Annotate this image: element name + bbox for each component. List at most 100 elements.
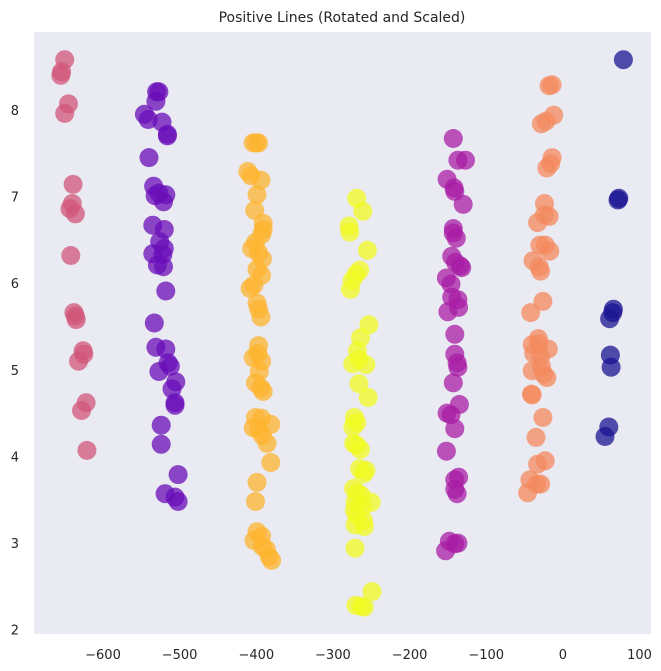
scatter-point-s3-38 [362,582,382,602]
scatter-point-s3-4 [357,240,377,260]
scatter-point-s0-5 [63,174,83,194]
scatter-point-s0-4 [55,103,75,123]
scatter-point-s5-7 [537,158,557,178]
scatter-point-s2-5 [251,170,271,190]
scatter-point-s1-28 [149,362,169,381]
y-tick-label: 6 [11,277,19,292]
scatter-point-s1-2 [146,91,166,111]
scatter-point-s5-29 [537,368,557,388]
y-tick-label: 2 [11,624,19,639]
scatter-point-s3-25 [354,464,374,484]
y-tick-label: 7 [11,191,19,206]
scatter-point-s5-35 [528,454,548,474]
scatter-point-s1-32 [165,395,185,415]
scatter-point-s1-21 [154,257,173,277]
scatter-point-s4-9 [446,228,466,248]
scatter-point-s3-3 [340,222,360,242]
scatter-point-s3-41 [354,597,374,617]
scatter-point-s1-33 [151,415,171,435]
points-layer [51,50,633,617]
scatter-point-s4-13 [452,258,472,278]
scatter-point-s2-36 [257,433,277,453]
scatter-point-s5-11 [539,207,559,226]
scatter-point-s6-0 [613,50,633,70]
x-tick-label: −100 [468,648,504,663]
scatter-point-s0-18 [77,440,97,460]
scatter-point-s1-34 [151,434,171,454]
scatter-point-s2-6 [247,185,267,205]
scatter-point-s4-33 [447,484,467,504]
scatter-point-s3-22 [351,440,370,459]
scatter-point-s1-8 [139,148,159,168]
scatter-point-s4-0 [443,129,463,148]
scatter-point-s4-28 [445,419,465,439]
scatter-point-s4-29 [436,441,456,461]
x-tick-label: −200 [392,648,428,663]
scatter-point-s4-6 [453,194,473,214]
x-tick-label: −600 [85,648,121,663]
scatter-point-s5-39 [518,483,538,503]
chart-title: Positive Lines (Rotated and Scaled) [219,10,466,26]
y-tick-label: 4 [11,450,19,465]
scatter-point-s3-14 [356,355,376,375]
scatter-point-s5-18 [533,291,553,311]
scatter-point-s1-22 [156,281,176,301]
scatter-point-s1-7 [157,126,177,146]
scatter-point-s6-5 [600,309,620,329]
scatter-point-s2-46 [262,550,282,570]
scatter-point-s6-9 [595,427,615,446]
scatter-point-s3-1 [353,201,373,221]
scatter-point-s5-33 [526,427,546,447]
x-tick-label: 0 [559,648,567,663]
y-tick-label: 3 [11,537,19,552]
scatter-point-s2-2 [249,133,269,153]
y-tick-label: 8 [11,104,19,119]
x-tick-label: −300 [315,648,351,663]
scatter-point-s0-8 [65,204,85,224]
scatter-point-s4-20 [445,324,465,344]
scatter-point-s1-23 [144,313,164,333]
scatter-point-s4-24 [443,373,463,393]
scatter-point-s0-17 [72,401,91,420]
x-tick-label: 100 [627,648,652,663]
scatter-point-s2-37 [261,453,281,472]
x-axis-ticks: −600 −500 −400 −300 −200 −100 0 100 [85,648,652,663]
scatter-point-s2-38 [247,472,267,492]
scatter-point-s2-18 [240,278,260,298]
scatter-point-s5-17 [531,261,551,281]
scatter-point-s2-29 [253,382,273,401]
scatter-point-s4-2 [456,150,475,170]
y-tick-label: 5 [11,364,19,379]
plot-area [34,32,651,634]
scatter-point-s3-36 [354,517,374,537]
scatter-point-s3-37 [345,538,365,558]
scatter-point-s4-23 [448,357,468,377]
scatter-point-s2-21 [251,307,271,327]
scatter-point-s4-19 [438,302,458,322]
scatter-point-s0-15 [69,351,88,371]
scatter-point-s2-39 [246,492,265,511]
scatter-point-s5-31 [522,385,542,405]
scatter-point-s0-9 [61,246,81,265]
scatter-point-s5-4 [531,114,551,134]
x-tick-label: −400 [238,648,274,663]
scatter-point-s5-14 [540,241,560,261]
scatter-point-s1-13 [154,192,173,212]
scatter-point-s1-35 [168,465,188,485]
x-tick-label: −500 [162,648,198,663]
scatter-point-s5-32 [533,408,553,427]
scatter-point-s6-2 [608,190,628,210]
scatter-point-s3-15 [349,374,369,394]
scatter-point-s0-12 [66,310,86,330]
scatter-point-s1-38 [168,492,188,511]
scatter-point-s0-2 [51,65,71,85]
scatter-point-s3-19 [343,417,363,437]
y-axis-ticks: 2 3 4 5 6 7 8 [11,104,19,639]
scatter-point-s3-16 [358,388,378,407]
scatter-point-s3-8 [341,279,360,299]
scatter-point-s5-1 [542,75,562,95]
scatter-point-s4-37 [436,541,456,561]
scatter-point-s6-7 [601,357,621,377]
scatter-point-s5-19 [521,303,541,323]
